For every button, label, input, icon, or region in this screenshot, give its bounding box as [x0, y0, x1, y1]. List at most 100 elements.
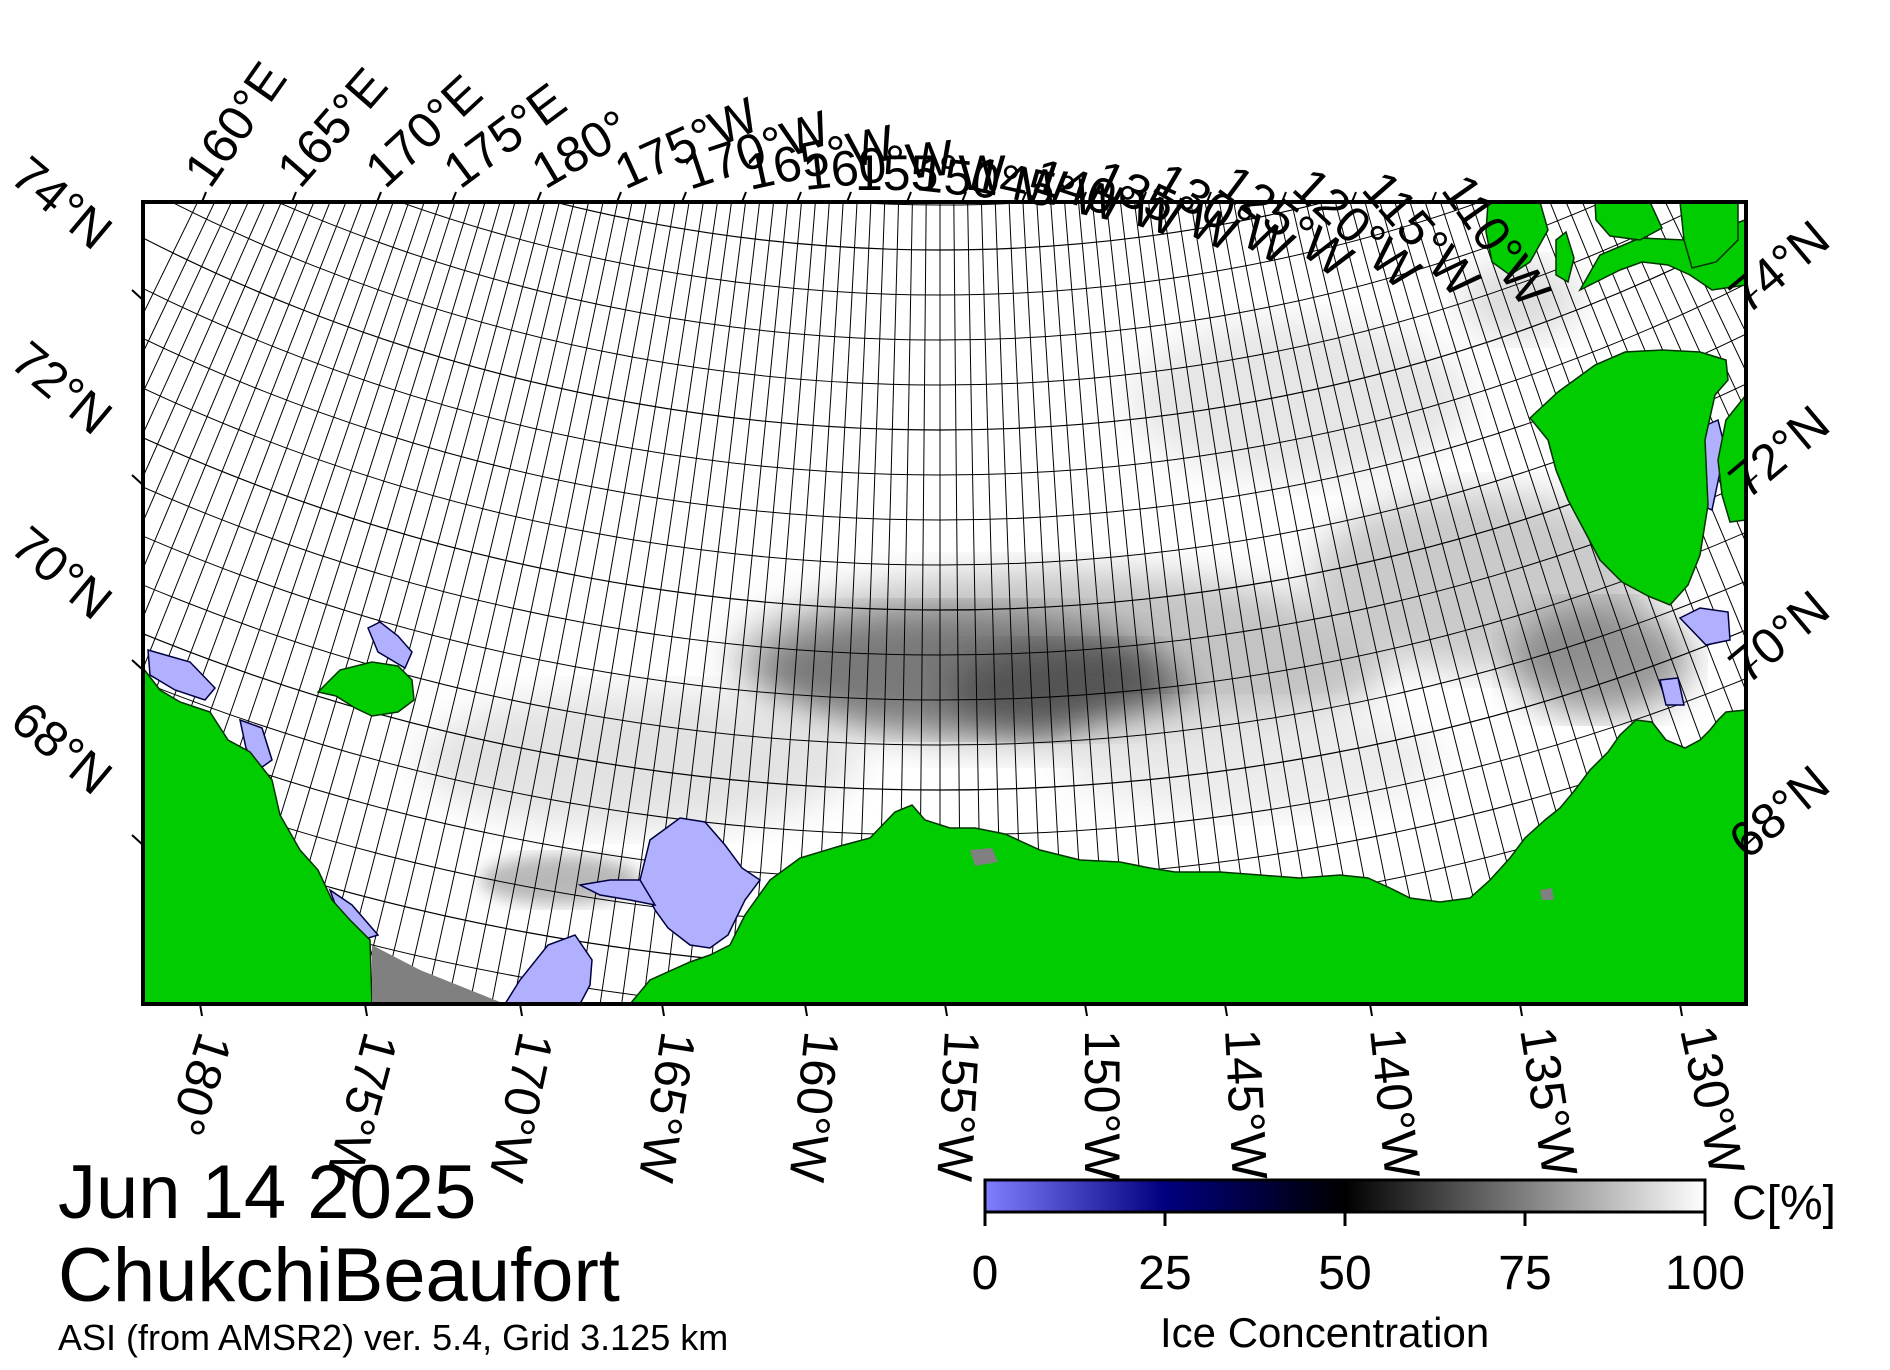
longitude-tick — [1206, 191, 1212, 203]
left-latitude-labels: 74°N 72°N 70°N 68°N — [1, 146, 144, 846]
colorbar-tick-label: 25 — [1138, 1247, 1192, 1300]
meridian-line — [855, 202, 886, 1004]
meridian-line — [244, 202, 486, 1004]
meridian-line — [1008, 202, 1047, 1004]
meridian-line — [143, 202, 379, 839]
longitude-tick — [961, 191, 967, 203]
meridian-line — [534, 202, 676, 1004]
meridian-line — [198, 202, 456, 1004]
longitude-label: 145°W — [1214, 1028, 1278, 1182]
latitude-tick — [1745, 834, 1758, 846]
meridian-line — [994, 202, 1025, 1004]
meridian-line — [1290, 202, 1478, 1004]
longitude-tick — [681, 191, 687, 203]
meridian-line — [143, 202, 394, 901]
meridian-line — [1119, 202, 1216, 1004]
meridian-line — [621, 202, 733, 1004]
longitude-label: 165°W — [627, 1028, 706, 1186]
meridian-line — [1409, 202, 1659, 1004]
land-banks-island — [1528, 349, 1729, 606]
longitude-tick — [846, 191, 852, 203]
meridian-line — [512, 202, 662, 1004]
region-name: ChukchiBeaufort — [58, 1233, 620, 1318]
colorbar — [983, 1178, 1707, 1226]
longitude-tick — [1351, 191, 1357, 203]
longitude-tick — [804, 1003, 808, 1017]
colorbar-tick-label: 75 — [1498, 1247, 1552, 1300]
meridian-line — [335, 202, 546, 1004]
longitude-tick — [1021, 191, 1027, 203]
land-alaska — [629, 709, 1746, 1004]
meridian-line — [1581, 202, 1746, 592]
meridian-line — [578, 202, 704, 1004]
land-small-island — [1555, 230, 1575, 284]
meridian-line — [791, 202, 844, 1004]
meridian-line — [143, 202, 410, 966]
meridian-line — [267, 202, 501, 1004]
longitude-tick — [364, 1003, 368, 1017]
latitude-tick — [1745, 659, 1758, 671]
colorbar-gradient — [983, 1178, 1707, 1214]
land-prince-patrick-island — [1485, 202, 1549, 276]
land — [143, 202, 1746, 1004]
meridian-line — [1022, 202, 1068, 1004]
meridian-line — [1394, 202, 1636, 1004]
meridian-line — [1091, 202, 1174, 1004]
meridian-line — [556, 202, 690, 1004]
latitude-label: 74°N — [1, 146, 123, 261]
longitude-label: 135°W — [1509, 1023, 1588, 1181]
longitude-tick — [1431, 191, 1437, 203]
longitude-label: 150°W — [1074, 1030, 1130, 1181]
map-frame — [141, 200, 1748, 1006]
meridian-line — [664, 202, 761, 1004]
meridian-line — [1133, 202, 1238, 1004]
meridian-line — [599, 202, 718, 1004]
longitude-tick — [1281, 191, 1287, 203]
low-ice-areas — [147, 418, 1731, 1004]
latitude-tick — [1745, 289, 1758, 301]
sea-ice-field — [420, 260, 1690, 905]
colorbar-tick-marks — [983, 1212, 1707, 1226]
longitude-tick — [536, 191, 542, 203]
longitude-tick — [906, 191, 912, 203]
land-chukotka — [143, 666, 373, 1004]
latitude-tick — [131, 474, 144, 486]
meridian-line — [143, 202, 347, 724]
meridian-line — [953, 202, 962, 1004]
latitude-tick — [131, 289, 144, 301]
meridian-line — [1424, 202, 1682, 1004]
land-northeast-island — [1679, 202, 1739, 269]
longitude-label: 155°W — [855, 145, 1006, 201]
latitude-label: 68°N — [1, 691, 123, 806]
longitude-tick — [519, 1003, 523, 1017]
meridian-line — [812, 202, 858, 1004]
longitude-label: 170°W — [478, 1028, 564, 1188]
longitude-tick — [944, 1003, 948, 1017]
longitude-tick — [616, 191, 622, 203]
longitude-label: 140°W — [1359, 1025, 1431, 1181]
meridian-line — [706, 202, 789, 1004]
meridian-line — [1320, 202, 1522, 1004]
meridian-line — [980, 202, 1004, 1004]
longitude-tick — [1519, 1003, 1523, 1017]
meridian-line — [143, 202, 299, 570]
longitude-tick — [741, 191, 747, 203]
meridian-line — [897, 202, 913, 1004]
meridian-line — [1247, 202, 1411, 1004]
meridian-line — [402, 202, 590, 1004]
meridian-line — [425, 202, 604, 1004]
meridian-line — [727, 202, 802, 1004]
meridian-line — [1261, 202, 1433, 1004]
latitude-tick — [131, 834, 144, 846]
longitude-label: 160°E — [173, 52, 297, 196]
longitude-tick — [1141, 191, 1147, 203]
meridian-line — [143, 202, 315, 619]
latitude-tick — [1745, 474, 1758, 486]
meridian-line — [143, 202, 331, 670]
latitude-label: 70°N — [1, 516, 123, 631]
longitude-tick — [201, 191, 207, 203]
meridian-line — [918, 202, 927, 1004]
meridian-line — [1334, 202, 1545, 1004]
meridian-line — [1064, 202, 1131, 1004]
